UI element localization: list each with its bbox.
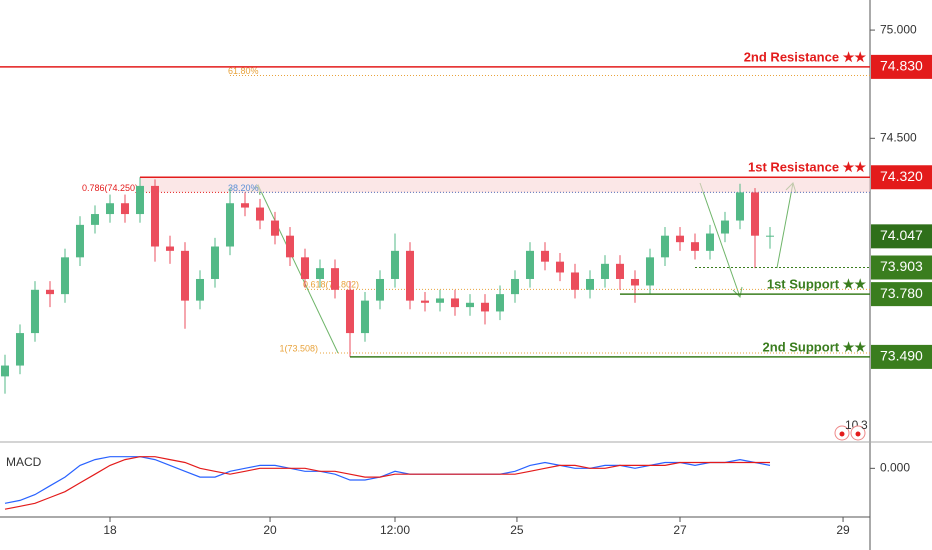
candle-body bbox=[195, 278, 204, 301]
level-label: 2nd Support ★★ bbox=[763, 339, 867, 354]
candle-body bbox=[495, 294, 504, 312]
candle-body bbox=[480, 302, 489, 312]
macd-line bbox=[4, 456, 770, 510]
candle-body bbox=[300, 257, 309, 279]
badge-dot bbox=[855, 431, 861, 437]
candle-body bbox=[555, 261, 564, 273]
level-label: 1st Support ★★ bbox=[767, 277, 866, 292]
candle-body bbox=[390, 250, 399, 279]
resistance-band bbox=[139, 177, 870, 193]
candle-body bbox=[225, 203, 234, 247]
candle-body bbox=[405, 250, 414, 301]
candle-body bbox=[420, 300, 429, 303]
x-tick-label: 18 bbox=[103, 523, 117, 537]
arrow bbox=[257, 184, 339, 354]
price-box bbox=[871, 282, 932, 307]
candle-body bbox=[675, 235, 684, 243]
y-tick-label: 74.500 bbox=[880, 130, 917, 144]
candle-body bbox=[135, 185, 144, 215]
candle-body bbox=[360, 300, 369, 334]
candle-body bbox=[165, 246, 174, 251]
level-label: 2nd Resistance ★★ bbox=[744, 49, 867, 64]
x-tick-label: 29 bbox=[836, 523, 850, 537]
candle-body bbox=[450, 298, 459, 308]
badge-dot bbox=[839, 431, 845, 437]
candle-body bbox=[585, 278, 594, 290]
fib-label: 1(73.508) bbox=[279, 343, 318, 353]
candle-body bbox=[540, 250, 549, 262]
x-tick-label: 25 bbox=[510, 523, 524, 537]
candle-body bbox=[240, 203, 249, 208]
candle-body bbox=[690, 242, 699, 251]
candle-body bbox=[615, 263, 624, 279]
price-box bbox=[871, 344, 932, 369]
candle-body bbox=[570, 272, 579, 290]
price-label: 73.490 bbox=[880, 348, 923, 364]
candle-body bbox=[45, 289, 54, 295]
candle-body bbox=[765, 235, 774, 237]
price-label: 73.903 bbox=[880, 258, 923, 274]
candle-body bbox=[705, 233, 714, 251]
candle-body bbox=[30, 289, 39, 334]
y-tick-label: 75.000 bbox=[880, 22, 917, 36]
candle-body bbox=[285, 235, 294, 258]
fib-label: 38.20% bbox=[228, 183, 259, 193]
x-tick-label: 27 bbox=[673, 523, 687, 537]
candle-body bbox=[330, 268, 339, 290]
candle-body bbox=[465, 302, 474, 308]
price-label: 74.830 bbox=[880, 58, 923, 74]
candle-body bbox=[180, 250, 189, 301]
candle-body bbox=[150, 185, 159, 247]
candle-body bbox=[750, 192, 759, 236]
candle-body bbox=[375, 278, 384, 301]
candle-body bbox=[345, 289, 354, 334]
fib-label: 0.786(74.250) bbox=[82, 183, 138, 193]
badge-label: 3 bbox=[861, 418, 868, 432]
candle-body bbox=[255, 207, 264, 221]
candle-body bbox=[630, 278, 639, 286]
candle-body bbox=[645, 257, 654, 286]
arrow bbox=[776, 182, 794, 269]
candle-body bbox=[720, 220, 729, 234]
candle-body bbox=[315, 268, 324, 279]
candle-body bbox=[0, 365, 9, 377]
level-label: 1st Resistance ★★ bbox=[748, 160, 866, 175]
macd-line bbox=[4, 456, 771, 504]
price-box bbox=[871, 165, 932, 190]
candle-body bbox=[735, 192, 744, 221]
candle-body bbox=[90, 214, 99, 225]
candle-body bbox=[270, 220, 279, 236]
candle-body bbox=[75, 224, 84, 258]
candle-body bbox=[15, 333, 24, 366]
arrow-head bbox=[732, 286, 743, 299]
candle-body bbox=[105, 203, 114, 215]
price-box bbox=[871, 54, 932, 79]
price-label: 74.320 bbox=[880, 168, 923, 184]
candle-body bbox=[660, 235, 669, 258]
candle-body bbox=[600, 263, 609, 279]
candle-body bbox=[435, 298, 444, 303]
arrow bbox=[699, 182, 741, 298]
fib-label: 61.80% bbox=[228, 66, 259, 76]
price-label: 73.780 bbox=[880, 285, 923, 301]
price-box bbox=[871, 255, 932, 280]
pane-title: MACD bbox=[6, 455, 42, 469]
price-box bbox=[871, 224, 932, 249]
candle-body bbox=[510, 278, 519, 295]
candle-body bbox=[120, 203, 129, 215]
candle-body bbox=[525, 250, 534, 279]
x-tick-label: 20 bbox=[263, 523, 277, 537]
candle-body bbox=[210, 246, 219, 279]
x-tick-label: 12:00 bbox=[380, 523, 410, 537]
price-label: 74.047 bbox=[880, 227, 923, 243]
candle-body bbox=[60, 257, 69, 295]
y-tick-label: 0.000 bbox=[880, 461, 910, 475]
